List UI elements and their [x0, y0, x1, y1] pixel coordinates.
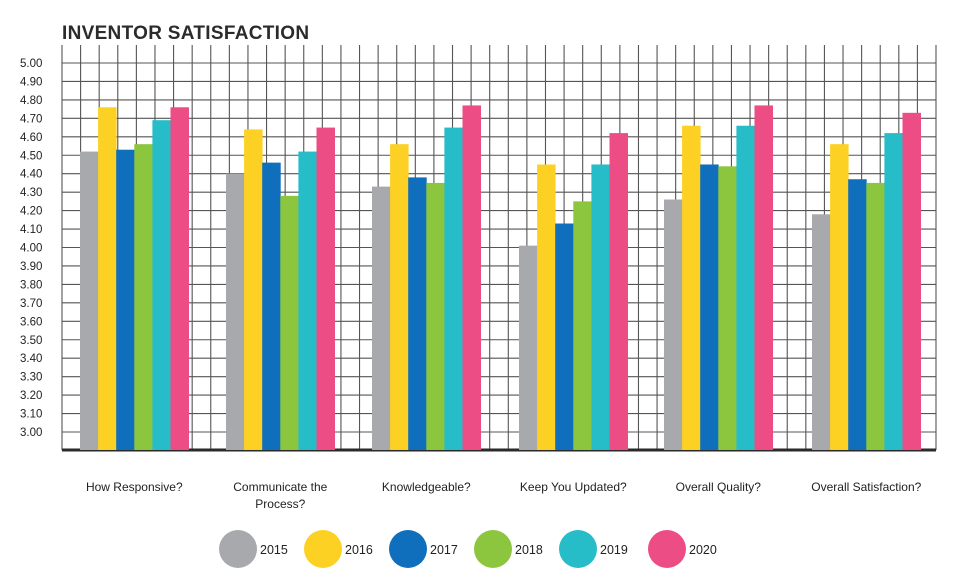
bar-2020-3: [609, 133, 628, 451]
bar-2016-0: [98, 107, 117, 450]
bar-2018-0: [134, 144, 153, 450]
y-tick-labels: 3.00 3.10 3.20 3.30 3.40 3.50 3.60 3.70 3.80 3.90…: [20, 58, 42, 439]
legend-label-2015: 2015: [260, 543, 288, 557]
grid: [61, 45, 937, 452]
bar-2020-2: [462, 105, 481, 450]
legend-swatch-2018: [474, 530, 512, 568]
bar-2020-0: [170, 107, 189, 450]
bar-2018-4: [718, 166, 737, 450]
bar-2016-4: [682, 125, 701, 450]
bar-2015-5: [812, 214, 831, 450]
legend-label-2020: 2020: [689, 543, 717, 557]
y-tick-label: 3.80: [20, 279, 42, 291]
bar-2018-5: [866, 182, 885, 451]
bar-2018-2: [426, 182, 445, 451]
bars: [80, 105, 921, 451]
legend-swatch-2020: [648, 530, 686, 568]
legend-label-2017: 2017: [430, 543, 458, 557]
y-tick-label: 3.60: [20, 316, 42, 328]
bar-2018-3: [573, 201, 592, 450]
x-category-label: Overall Quality?: [676, 480, 762, 494]
bar-2017-1: [262, 162, 281, 450]
bar-2020-1: [316, 127, 335, 450]
x-category-label: Communicate the: [233, 480, 327, 494]
y-tick-label: 4.70: [20, 113, 42, 125]
y-tick-label: 3.70: [20, 298, 42, 310]
y-tick-label: 4.90: [20, 76, 42, 88]
y-tick-label: 3.40: [20, 353, 42, 365]
bar-2015-0: [80, 151, 99, 450]
bar-2015-4: [664, 199, 683, 450]
x-category-label: Process?: [255, 497, 305, 511]
x-category-label: How Responsive?: [86, 480, 183, 494]
y-tick-label: 3.50: [20, 335, 42, 347]
bar-2019-3: [591, 164, 610, 450]
bar-2019-4: [736, 125, 755, 450]
y-tick-label: 4.80: [20, 95, 42, 107]
y-tick-label: 3.20: [20, 390, 42, 402]
x-category-label: Knowledgeable?: [382, 480, 471, 494]
x-category-label: Overall Satisfaction?: [811, 480, 921, 494]
bar-2016-3: [537, 164, 556, 450]
y-tick-label: 4.10: [20, 224, 42, 236]
y-tick-label: 4.60: [20, 132, 42, 144]
bar-2017-2: [408, 177, 427, 450]
bar-2020-4: [754, 105, 773, 450]
y-tick-label: 5.00: [20, 58, 42, 70]
bar-2016-2: [390, 144, 409, 450]
legend-swatch-2019: [559, 530, 597, 568]
legend-label-2016: 2016: [345, 543, 373, 557]
bar-2019-5: [884, 133, 903, 451]
bar-2015-1: [226, 173, 245, 450]
legend-swatch-2015: [219, 530, 257, 568]
bar-2017-3: [555, 223, 574, 450]
legend-swatch-2017: [389, 530, 427, 568]
x-category-label: Keep You Updated?: [520, 480, 627, 494]
bar-2017-4: [700, 164, 719, 450]
legend-label-2018: 2018: [515, 543, 543, 557]
bar-2019-2: [444, 127, 463, 450]
bar-2017-0: [116, 149, 135, 450]
bar-2020-5: [902, 112, 921, 450]
y-tick-label: 3.00: [20, 427, 42, 439]
bar-2019-1: [298, 151, 317, 450]
y-tick-label: 3.90: [20, 261, 42, 273]
y-tick-label: 3.10: [20, 409, 42, 421]
y-tick-label: 4.30: [20, 187, 42, 199]
y-tick-label: 4.00: [20, 243, 42, 255]
legend-swatch-2016: [304, 530, 342, 568]
bar-2018-1: [280, 195, 299, 450]
y-tick-label: 4.40: [20, 169, 42, 181]
y-tick-label: 3.30: [20, 372, 42, 384]
legend: 2015 2016 2017 2018 2019 2020: [219, 530, 717, 568]
bar-2015-3: [519, 245, 538, 450]
x-category-labels: How Responsive? Communicate the Process? Kn…: [86, 480, 922, 511]
y-tick-label: 4.50: [20, 150, 42, 162]
bar-2015-2: [372, 186, 391, 451]
bar-2016-5: [830, 144, 849, 450]
y-tick-label: 4.20: [20, 206, 42, 218]
bar-2017-5: [848, 179, 867, 451]
bar-2019-0: [152, 120, 171, 450]
chart-title: INVENTOR SATISFACTION: [62, 23, 309, 44]
legend-label-2019: 2019: [600, 543, 628, 557]
bar-2016-1: [244, 129, 263, 451]
